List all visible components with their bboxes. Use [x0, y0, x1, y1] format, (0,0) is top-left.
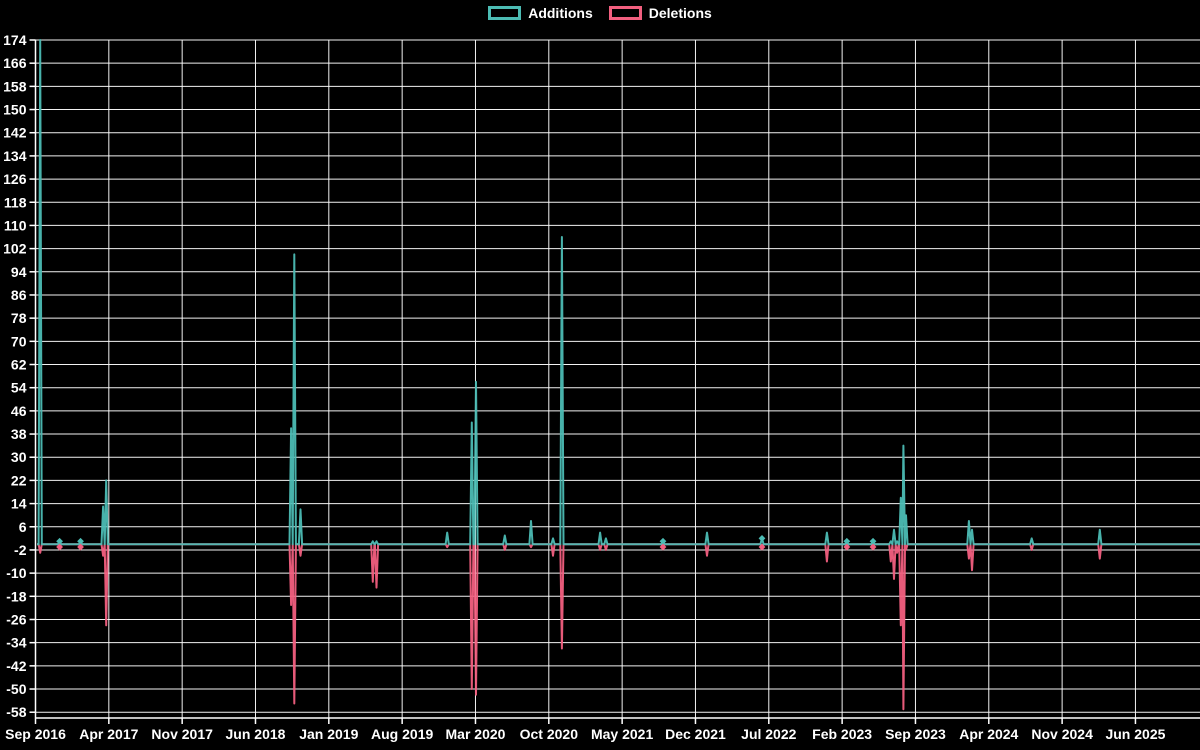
x-tick-label: Apr 2024 [959, 726, 1018, 742]
y-tick-label: 14 [11, 496, 27, 512]
additions-swatch-icon [488, 6, 522, 20]
x-tick-label: Jun 2025 [1105, 726, 1165, 742]
x-tick-label: Jan 2019 [299, 726, 358, 742]
deletions-point-marker [869, 543, 877, 551]
y-tick-label: 6 [19, 519, 27, 535]
deletions-point-marker [77, 543, 84, 551]
legend-item-additions[interactable]: Additions [488, 6, 593, 20]
y-tick-label: 70 [11, 333, 27, 349]
y-tick-label: 38 [11, 426, 27, 442]
additions-point-marker [869, 537, 877, 545]
x-tick-label: Jul 2022 [741, 726, 796, 742]
x-tick-label: May 2021 [591, 726, 653, 742]
y-tick-label: 46 [11, 403, 27, 419]
deletions-point-marker [843, 543, 851, 551]
y-tick-label: 174 [3, 32, 27, 48]
y-tick-label: -34 [6, 635, 26, 651]
y-tick-label: 110 [4, 217, 27, 233]
y-tick-label: 142 [3, 125, 27, 141]
additions-point-marker [659, 537, 667, 545]
deletions-point-marker [56, 543, 63, 551]
y-tick-label: 22 [11, 472, 27, 488]
x-tick-label: Sep 2016 [5, 726, 66, 742]
y-tick-label: -42 [6, 658, 26, 674]
y-tick-label: 30 [11, 449, 27, 465]
y-tick-label: -18 [6, 588, 26, 604]
y-tick-label: -10 [6, 565, 26, 581]
y-tick-label: 102 [3, 241, 27, 257]
y-tick-label: 94 [11, 264, 27, 280]
deletions-point-marker [659, 543, 667, 551]
x-tick-label: Apr 2017 [79, 726, 138, 742]
y-tick-label: 54 [11, 380, 27, 396]
additions-point-marker [843, 537, 851, 545]
y-tick-label: 62 [11, 357, 27, 373]
x-tick-label: Sep 2023 [885, 726, 946, 742]
legend-label-deletions: Deletions [648, 5, 712, 21]
legend-label-additions: Additions [528, 5, 593, 21]
additions-line [37, 39, 1200, 546]
y-tick-label: 166 [3, 55, 27, 71]
x-tick-label: Mar 2020 [446, 726, 506, 742]
y-tick-label: 134 [3, 148, 27, 164]
additions-point-marker [758, 534, 766, 542]
y-tick-label: 158 [3, 78, 27, 94]
legend-item-deletions[interactable]: Deletions [608, 5, 712, 21]
y-tick-label: 150 [3, 102, 27, 118]
x-tick-label: Jun 2018 [226, 726, 286, 742]
x-tick-label: Nov 2024 [1031, 726, 1093, 742]
x-tick-label: Dec 2021 [665, 726, 726, 742]
y-tick-label: 118 [4, 194, 27, 210]
additions-point-marker [56, 537, 63, 545]
chart-legend: Additions Deletions [0, 6, 1200, 20]
deletions-swatch-icon [608, 6, 642, 20]
x-tick-label: Feb 2023 [812, 726, 872, 742]
additions-point-marker [77, 537, 84, 545]
y-tick-label: -58 [6, 704, 26, 720]
y-tick-label: 78 [11, 310, 27, 326]
deletions-line [37, 543, 1200, 711]
deletions-point-marker [758, 543, 766, 551]
y-tick-label: -50 [6, 681, 26, 697]
y-tick-label: -2 [14, 542, 27, 558]
x-tick-label: Nov 2017 [151, 726, 213, 742]
x-tick-label: Oct 2020 [520, 726, 579, 742]
y-tick-label: 126 [3, 171, 27, 187]
y-tick-label: 86 [11, 287, 27, 303]
y-tick-label: -26 [6, 611, 26, 627]
x-tick-label: Aug 2019 [371, 726, 433, 742]
